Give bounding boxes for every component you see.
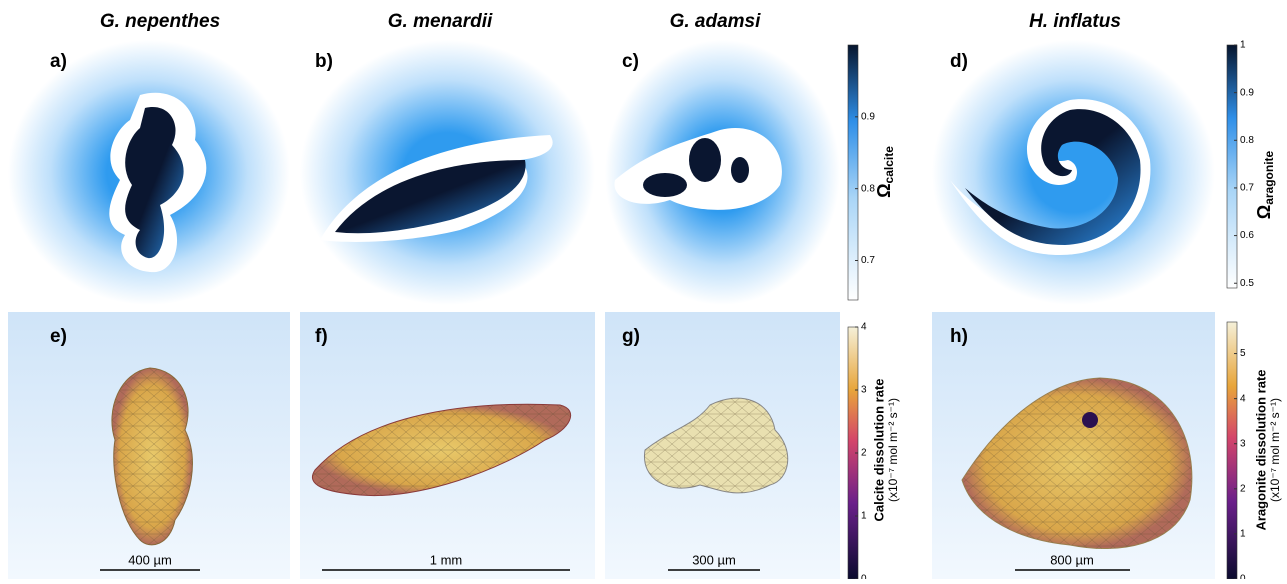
- species-title: G. menardii: [388, 11, 493, 32]
- colorbar-tick-label: 4: [1240, 393, 1246, 404]
- colorbar-tick-label: 1: [1240, 529, 1246, 540]
- scale-bar-label: 800 µm: [1050, 552, 1094, 567]
- colorbar: [1226, 321, 1238, 580]
- colorbar-label: Ωaragonite: [1254, 150, 1276, 219]
- colorbar-tick-label: 1: [861, 511, 867, 522]
- panel-label: d): [950, 51, 968, 72]
- panel-label: f): [315, 326, 328, 347]
- colorbar-tick-label: 0.5: [1240, 278, 1254, 289]
- subscript: aragonite: [1262, 150, 1276, 204]
- colorbar-tick-label: 2: [861, 448, 867, 459]
- panel-label: h): [950, 326, 968, 347]
- colorbar-tick-label: 0.8: [861, 183, 875, 194]
- scale-bar-label: 300 µm: [692, 552, 736, 567]
- colorbar-title: Aragonite dissolution rate: [1253, 369, 1268, 530]
- species-title: G. nepenthes: [100, 11, 220, 32]
- colorbar-tick-label: 1: [1240, 40, 1246, 51]
- panel-label: b): [315, 51, 333, 72]
- panel-label: g): [622, 326, 640, 347]
- colorbar-tick-label: 3: [861, 385, 867, 396]
- colorbar-tick-label: 3: [1240, 438, 1246, 449]
- colorbar-tick-label: 0.7: [1240, 183, 1254, 194]
- colorbar-label: Ωcalcite: [874, 146, 896, 198]
- colorbar-tick-label: 2: [1240, 483, 1246, 494]
- colorbar: [1226, 44, 1238, 289]
- colorbar-tick-label: 4: [861, 322, 867, 333]
- colorbar-tick-label: 0.7: [861, 255, 875, 266]
- subscript: calcite: [882, 146, 896, 184]
- scale-bar-label: 400 µm: [128, 552, 172, 567]
- species-title: G. adamsi: [670, 11, 762, 32]
- panel-label: a): [50, 51, 67, 72]
- colorbar-unit: (x10⁻⁷ mol m⁻² s⁻¹): [1268, 398, 1282, 502]
- symbol: Ω: [874, 183, 894, 197]
- colorbar-tick-label: 5: [1240, 348, 1246, 359]
- colorbar-unit: (x10⁻⁷ mol m⁻² s⁻¹): [886, 398, 900, 502]
- colorbar-tick-label: 0: [1240, 574, 1246, 579]
- colorbar-tick-label: 0.6: [1240, 230, 1254, 241]
- symbol: Ω: [1254, 205, 1274, 219]
- colorbar-tick-label: 0: [861, 574, 867, 579]
- colorbar-tick-label: 0.9: [861, 111, 875, 122]
- colorbar-title: Calcite dissolution rate: [871, 378, 886, 521]
- colorbar-tick-label: 0.8: [1240, 135, 1254, 146]
- bottom-row: [8, 312, 1215, 579]
- colorbar: [847, 44, 859, 301]
- top-row: [8, 40, 1215, 305]
- species-title: H. inflatus: [1029, 11, 1121, 32]
- colorbar-tick-label: 0.9: [1240, 87, 1254, 98]
- scale-bar-label: 1 mm: [430, 552, 463, 567]
- panel-label: e): [50, 326, 67, 347]
- panel-label: c): [622, 51, 639, 72]
